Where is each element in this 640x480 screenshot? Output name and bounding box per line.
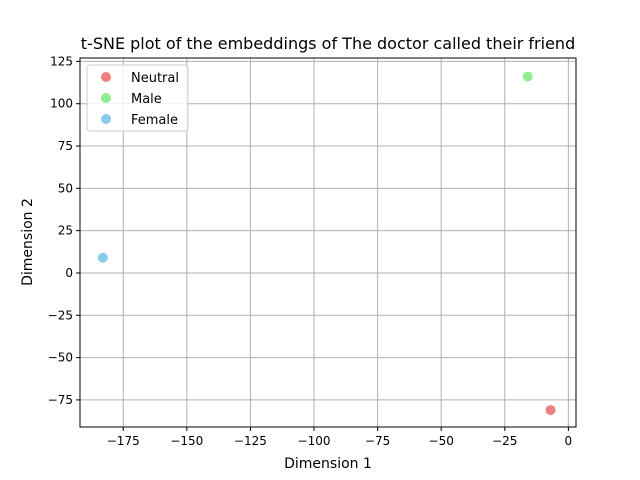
y-tick-label-3: 0 [65, 266, 73, 280]
y-tick-label-4: 25 [58, 224, 73, 238]
y-tick-label-6: 75 [58, 139, 73, 153]
y-axis-label: Dimension 2 [20, 198, 36, 286]
x-tick-label-4: −75 [365, 434, 390, 448]
y-tick-label-1: −50 [48, 351, 73, 365]
x-tick-label-6: −25 [492, 434, 517, 448]
legend-marker-male [101, 93, 111, 103]
y-tick-label-7: 100 [50, 97, 73, 111]
plot-frame [79, 57, 577, 428]
grid-lines [80, 58, 576, 427]
legend-label-female: Female [131, 113, 178, 128]
x-tick-label-5: −50 [429, 434, 454, 448]
x-axis-label: Dimension 1 [284, 456, 372, 472]
x-tick-label-2: −125 [234, 434, 267, 448]
chart-title: t-SNE plot of the embeddings of The doct… [81, 34, 575, 53]
y-tick-label-5: 50 [58, 181, 73, 195]
x-tick-label-0: −175 [107, 434, 140, 448]
legend-marker-female [101, 114, 111, 124]
legend-label-neutral: Neutral [131, 71, 179, 86]
legend: Neutral Male Female [86, 64, 189, 132]
y-tick-label-2: −25 [48, 308, 73, 322]
point-female-0 [97, 252, 108, 263]
x-tick-label-1: −150 [170, 434, 203, 448]
point-neutral-0 [545, 405, 556, 416]
axis-ticks: −175 −150 −125 −100 −75 −50 −25 0 −75 −50 −25 0 25 50… [48, 54, 573, 448]
legend-marker-neutral [101, 72, 111, 82]
legend-box [86, 64, 189, 132]
x-tick-label-3: −100 [298, 434, 331, 448]
x-tick-label-7: 0 [565, 434, 573, 448]
data-points [97, 71, 556, 416]
y-tick-label-0: −75 [48, 393, 73, 407]
y-tick-label-8: 125 [50, 54, 73, 68]
point-male-0 [522, 71, 533, 82]
legend-label-male: Male [131, 92, 162, 107]
